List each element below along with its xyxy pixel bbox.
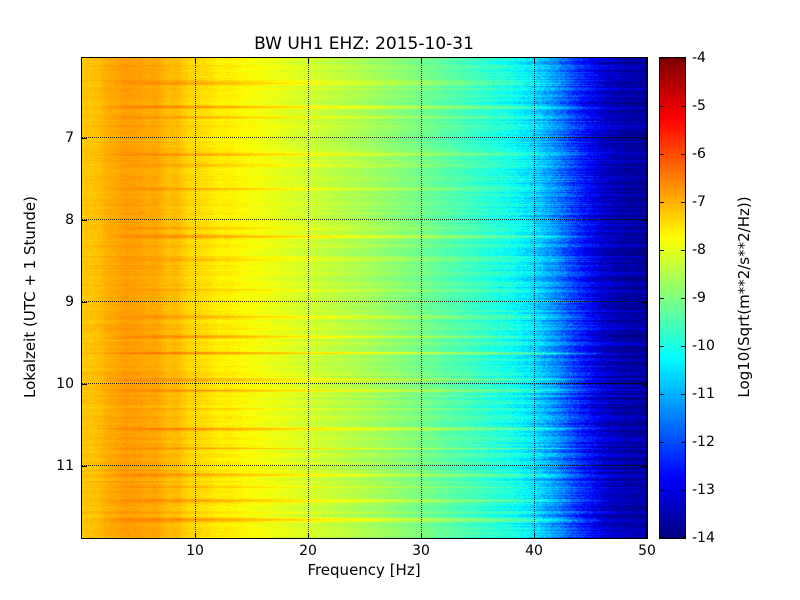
x-tick-label: 20 — [299, 543, 317, 559]
colorbar-tick-label: -13 — [692, 482, 715, 498]
spectrogram-heatmap — [82, 58, 647, 538]
colorbar-label: Log10(Sqrt(m**2/s**2/Hz)) — [735, 196, 753, 398]
colorbar-tick-label: -14 — [692, 530, 715, 546]
colorbar-gradient — [660, 58, 685, 538]
y-tick-label: 10 — [56, 375, 74, 392]
colorbar-tick-label: -9 — [692, 290, 706, 306]
y-tick-label: 8 — [65, 211, 74, 228]
colorbar-tick-label: -7 — [692, 194, 706, 210]
colorbar-tick-label: -11 — [692, 386, 715, 402]
y-tick-label: 9 — [65, 293, 74, 310]
y-tick-label: 7 — [65, 129, 74, 146]
colorbar-tick-label: -12 — [692, 434, 715, 450]
colorbar-tick-label: -5 — [692, 98, 706, 114]
plot-area — [81, 57, 648, 539]
x-axis-label: Frequency [Hz] — [307, 561, 421, 579]
x-tick-label: 30 — [412, 543, 430, 559]
x-tick-label: 10 — [186, 543, 204, 559]
colorbar-tick-label: -6 — [692, 146, 706, 162]
x-tick-label: 40 — [525, 543, 543, 559]
y-tick-label: 11 — [56, 457, 74, 474]
plot-title: BW UH1 EHZ: 2015-10-31 — [254, 34, 474, 54]
colorbar — [659, 57, 686, 539]
colorbar-tick-label: -10 — [692, 338, 715, 354]
colorbar-tick-label: -8 — [692, 242, 706, 258]
y-axis-label: Lokalzeit (UTC + 1 Stunde) — [21, 196, 39, 398]
colorbar-tick-label: -4 — [692, 50, 706, 66]
x-tick-label: 50 — [638, 543, 656, 559]
